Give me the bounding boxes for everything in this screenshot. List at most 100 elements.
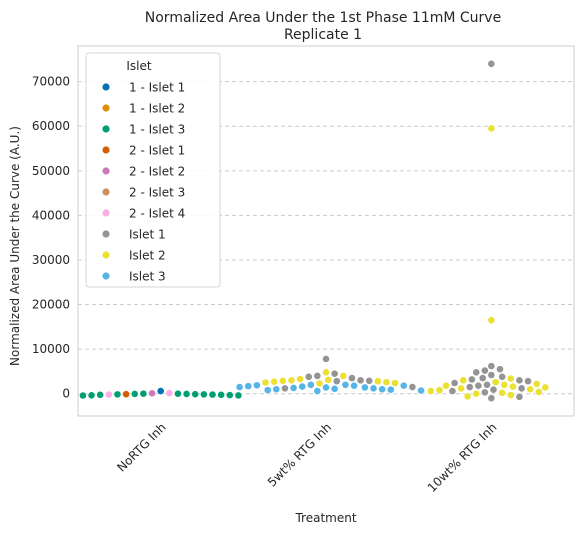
legend-label: 1 - Islet 1 [129,81,185,95]
legend-entries: 1 - Islet 1 1 - Islet 2 1 - Islet 3 2 - Isl… [102,81,185,284]
y-tick-label: 50000 [32,164,70,178]
data-point [356,376,365,385]
data-point [378,385,387,394]
data-point [96,390,105,399]
x-axis-title: Treatment [294,511,356,525]
data-point [480,388,489,397]
data-point [487,362,496,370]
data-point [296,375,304,383]
data-point [483,380,491,389]
y-tick-label: 0 [62,387,70,401]
data-point [350,381,358,390]
data-points [79,59,550,403]
data-point [517,384,526,393]
data-point [182,390,191,398]
data-point [448,387,457,395]
data-point [506,391,515,399]
data-point [322,355,330,363]
data-point [244,382,253,391]
data-point [515,376,524,385]
data-point [156,387,165,395]
x-tick-label: 10wt% RTG Inh [425,420,500,495]
legend-marker [102,230,110,238]
data-point [139,389,148,398]
data-point [509,382,517,391]
x-tick-label: NoRTG Inh [114,420,168,474]
data-point [515,392,524,401]
data-point [79,391,87,400]
y-tick-label: 60000 [32,119,70,133]
data-point [442,381,450,390]
data-point [365,376,374,385]
legend-label: 1 - Islet 3 [129,123,185,137]
data-point [373,377,382,386]
legend-label: Islet 2 [129,249,166,263]
data-point [541,383,550,392]
data-point [524,377,532,386]
legend-marker [102,146,110,154]
data-point [322,383,330,392]
data-point [304,372,313,381]
data-point [463,392,472,401]
legend-marker [102,209,110,217]
data-point [534,388,543,396]
data-point [506,374,515,383]
x-tick-label: 5wt% RTG Inh [265,420,334,489]
legend-box [85,52,221,288]
data-point [487,316,496,325]
data-point [261,378,270,387]
data-point [369,384,378,393]
legend-title: Islet [126,59,152,73]
legend-marker [102,251,110,259]
legend-marker [102,104,110,112]
data-point [315,379,324,388]
data-point [487,371,496,379]
chart-subtitle: Replicate 1 [284,27,362,43]
data-point [278,376,287,385]
y-tick-label: 40000 [32,208,70,222]
data-point [526,385,535,394]
data-point [491,378,500,387]
data-point [252,381,261,390]
plot-area-frame [77,45,575,417]
data-point [472,389,481,398]
legend-marker [102,125,110,133]
data-point [472,368,481,377]
data-point [498,372,507,381]
data-point [348,374,356,383]
data-point [489,385,498,394]
data-point [435,386,444,395]
data-point [330,384,339,393]
legend-label: 2 - Islet 3 [129,186,185,200]
data-point [426,387,435,395]
data-point [313,387,322,395]
data-point [496,365,504,374]
data-point [281,384,289,393]
data-point [235,383,244,391]
data-point [272,385,281,394]
data-point [324,375,333,384]
legend-marker [102,167,110,175]
y-tick-label: 20000 [32,298,70,312]
data-point [263,386,272,395]
data-point [500,380,509,389]
data-point [332,377,341,386]
y-axis-ticks: 0 10000 20000 30000 40000 50000 60000 70000 [32,75,70,401]
data-point [480,366,489,375]
data-point [399,381,408,390]
data-point [465,383,474,391]
data-point [298,382,307,391]
data-point [532,380,541,388]
data-point [199,390,208,399]
data-point [270,377,279,386]
y-axis-title: Normalized Area Under the Curve (A.U.) [8,126,22,366]
data-point [225,391,234,399]
data-point [322,368,330,377]
data-point [386,385,395,394]
data-point [191,390,200,399]
legend: Islet 1 - Islet 1 1 - Islet 2 1 - Islet 3 2… [85,52,221,288]
data-point [474,381,483,390]
data-point [234,391,243,400]
data-point [208,390,217,399]
chart-title: Normalized Area Under the 1st Phase 11mM… [145,10,501,26]
